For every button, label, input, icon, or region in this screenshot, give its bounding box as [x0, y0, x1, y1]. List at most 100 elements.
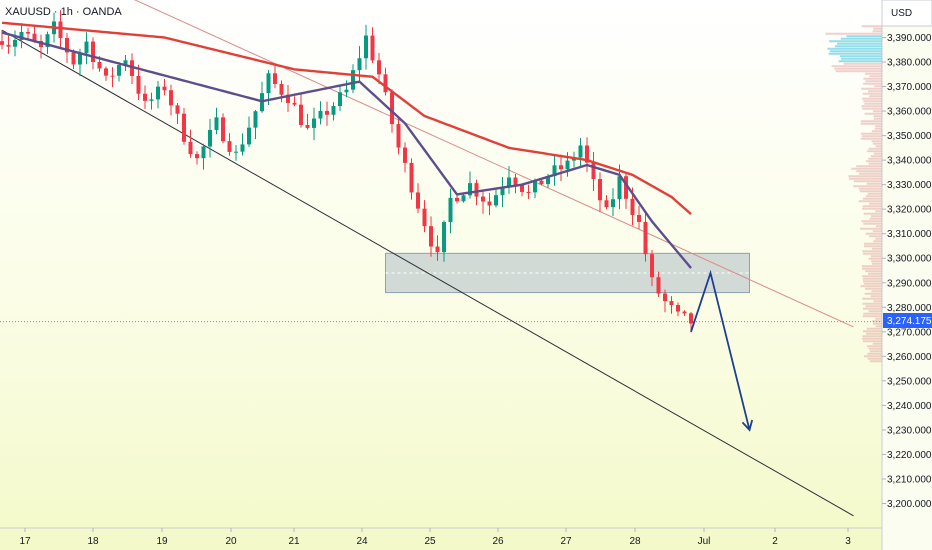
candle-body: [617, 176, 622, 200]
volume-profile-bar: [861, 87, 882, 90]
volume-profile-bar: [866, 327, 882, 330]
volume-profile-bar: [862, 335, 882, 338]
volume-profile-bar: [867, 352, 882, 355]
candle-body: [182, 113, 186, 142]
volume-profile-bar: [868, 347, 882, 350]
volume-profile-bar: [851, 167, 882, 170]
candle-body: [279, 83, 284, 95]
volume-profile-bar: [863, 100, 882, 103]
candle-body: [6, 44, 11, 47]
candle-body: [409, 162, 414, 193]
current-price-label: 3,274.175: [887, 316, 932, 327]
volume-profile-bar: [865, 195, 882, 198]
volume-profile-bar: [860, 132, 882, 135]
candle-body: [552, 165, 557, 177]
candle-body: [58, 21, 63, 38]
volume-profile-bar: [873, 117, 882, 120]
candle-body: [481, 196, 485, 202]
candle-body: [682, 311, 687, 314]
candle-body: [520, 185, 524, 192]
symbol-title[interactable]: XAUUSD · 1h · OANDA: [5, 6, 122, 18]
volume-profile-bar: [858, 200, 882, 203]
volume-profile-bar: [867, 192, 882, 195]
volume-profile-bar: [848, 177, 882, 180]
price-tick-label: 3,330.000: [887, 180, 932, 191]
volume-profile-bar: [871, 290, 882, 293]
candle-body: [104, 68, 108, 76]
volume-profile-bar: [860, 122, 882, 125]
candle-body: [669, 301, 674, 306]
volume-profile-bar: [864, 72, 882, 75]
ma-slow-line[interactable]: [1, 21, 692, 215]
currency-box[interactable]: [881, 0, 932, 27]
time-tick-label: 26: [492, 536, 504, 547]
volume-profile-bar: [873, 152, 882, 155]
volume-profile-bar: [853, 185, 882, 188]
candle-body: [253, 111, 258, 128]
price-tick-label: 3,320.000: [887, 205, 932, 216]
candle-body: [240, 144, 245, 152]
volume-profile-bar: [870, 155, 882, 158]
volume-profile-bar: [868, 157, 882, 160]
volume-profile-bar: [865, 80, 882, 83]
volume-profile-bar: [867, 345, 882, 348]
volume-profile-bar: [867, 357, 882, 360]
time-tick-label: 27: [560, 536, 572, 547]
volume-profile-bar: [871, 130, 882, 133]
candle-body: [273, 73, 277, 84]
volume-profile-bar: [828, 52, 882, 55]
candle-body: [97, 61, 102, 69]
volume-profile-bar: [862, 197, 882, 200]
candle-body: [214, 117, 219, 130]
candle-body: [175, 105, 180, 114]
volume-profile-bar: [874, 127, 882, 130]
time-axis[interactable]: 17 18 19 20 21 24 25 26 27 28 Jul 2 3: [19, 528, 851, 547]
volume-profile-bar: [827, 47, 882, 50]
time-tick-label: 18: [87, 536, 99, 547]
channel-upper-line[interactable]: [2, 0, 854, 328]
candle-body: [312, 118, 316, 128]
candle-body: [448, 197, 453, 223]
ma-fast-line[interactable]: [1, 31, 692, 269]
resistance-zone-layer: [0, 252, 882, 323]
volume-profile-bar: [864, 292, 882, 295]
candle-body: [364, 35, 368, 59]
candle-body: [292, 102, 297, 105]
price-tick-label: 3,270.000: [887, 327, 932, 338]
volume-profile-bar: [871, 140, 882, 143]
projection-arrow[interactable]: [690, 269, 754, 432]
candle-body: [19, 31, 24, 41]
volume-profile-bar: [863, 212, 882, 215]
candle-body: [461, 195, 466, 202]
volume-profile-bar: [862, 135, 882, 138]
candle-body: [84, 41, 89, 54]
price-axis[interactable]: 3,390.000 3,380.000 3,370.000 3,360.000 3,35…: [882, 33, 932, 510]
candle-body: [221, 117, 225, 142]
candle-body: [416, 192, 420, 209]
candle-body: [474, 183, 479, 197]
price-tick-label: 3,250.000: [887, 376, 932, 387]
price-tick-label: 3,220.000: [887, 450, 932, 461]
candle-body: [26, 31, 30, 34]
candle-body: [656, 277, 661, 294]
volume-profile-bar: [862, 207, 882, 210]
candle-body: [396, 124, 401, 148]
candle-body: [507, 177, 511, 187]
candle-body: [227, 141, 232, 152]
candle-body: [195, 154, 199, 159]
candle-body: [110, 75, 115, 77]
channel-lower-line[interactable]: [1, 29, 854, 517]
volume-profile-bar: [872, 247, 882, 250]
volume-profile-bar: [875, 210, 882, 213]
volume-profile-bar: [869, 95, 882, 98]
volume-profile-bar: [840, 37, 882, 40]
volume-profile-bar: [864, 102, 882, 105]
candle-body: [318, 110, 323, 119]
volume-profile-bar: [873, 240, 882, 243]
candle-body: [689, 313, 693, 324]
candle-body: [91, 41, 95, 62]
volume-profile-bar: [837, 42, 882, 45]
volume-profile-bar: [868, 147, 882, 150]
volume-profile-bar: [872, 30, 882, 33]
